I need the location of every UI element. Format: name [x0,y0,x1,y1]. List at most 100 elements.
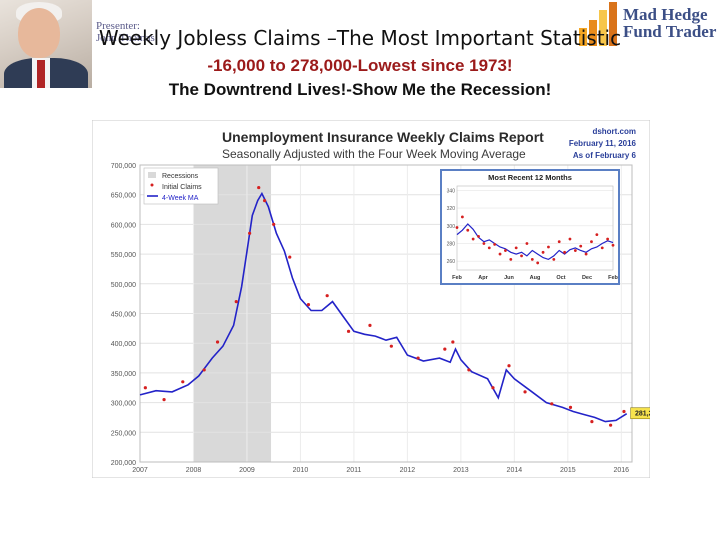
inset-x-tick-label: Oct [556,275,565,281]
inset-claims-point [466,228,470,232]
inset-claims-point [547,245,550,249]
inset-claims-point [590,240,593,244]
x-tick-label: 2016 [614,467,630,474]
legend-box [143,167,219,205]
initial-claims-point [263,199,267,203]
inset-claims-point [584,252,588,256]
initial-claims-point [306,302,311,307]
inset-y-tick-label: 260 [447,259,456,265]
x-tick-label: 2011 [346,467,361,474]
logo-bar [599,10,607,46]
y-tick-label: 600,000 [111,222,136,229]
inset-claims-point [568,237,572,241]
initial-claims-point [550,402,554,406]
initial-claims-point [215,340,220,344]
inset-x-tick-label: Dec [582,275,592,281]
initial-claims-point [451,340,455,344]
inset-chart: Most Recent 12 Months 340 320 300 280 260 Feb A… [440,169,620,285]
presenter-name: John Thomas [96,32,155,44]
inset-claims-point [455,226,459,229]
initial-claims-point [622,409,626,414]
initial-claims-point [202,368,206,372]
y-tick-label: 350,000 [111,371,136,378]
initial-claims-point [181,380,185,384]
initial-claims-point [368,323,372,327]
inset-claims-point [595,233,599,237]
inset-claims-point [600,246,604,250]
legend-label: Initial Claims [162,184,202,191]
initial-claims-point [568,405,573,409]
claims-chart-svg: Unemployment Insurance Weekly Claims Rep… [91,119,665,479]
inset-x-tick-label: Jun [504,275,514,281]
initial-claims-point [162,398,166,402]
inset-claims-point [525,242,529,245]
y-tick-label: 250,000 [111,430,136,437]
x-tick-label: 2008 [186,467,202,474]
slide-subtitle-tagline: The Downtrend Lives!-Show Me the Recessi… [168,80,552,99]
inset-claims-point [552,257,556,261]
inset-claims-point [460,215,464,219]
initial-claims-point [272,222,276,226]
plot-layer: 700,000 650,000 600,000 550,000 500,000 450,0… [111,163,665,474]
presenter-caption: Presenter: [96,20,140,32]
y-tick-label: 550,000 [111,252,136,259]
x-tick-label: 2009 [239,467,255,474]
logo-text: Mad Hedge Fund Trader [623,6,716,40]
legend-swatch-initial-claims [150,183,154,187]
logo-bar [609,2,617,46]
callout-label: 281,250 [635,411,650,418]
x-tick-label: 2013 [453,467,469,474]
inset-claims-point [514,246,518,250]
x-tick-label: 2010 [293,467,309,474]
y-tick-label: 400,000 [111,341,136,348]
inset-x-tick-label: Apr [478,275,488,281]
inset-claims-point [498,252,502,256]
brand-logo: Mad Hedge Fund Trader [577,0,720,48]
y-tick-label: 650,000 [111,193,136,200]
initial-claims-point [143,386,147,390]
legend-swatch-recessions [148,172,156,178]
chart-source: dshort.com [592,127,636,136]
initial-claims-point [609,423,613,427]
inset-claims-point [541,250,545,254]
inset-claims-point [487,246,491,250]
slide-subtitle-headline: -16,000 to 278,000-Lowest since 1973! [207,56,513,75]
presenter-photo [0,0,92,88]
initial-claims-point [248,231,252,235]
inset-claims-point [536,261,540,265]
initial-claims-point [346,329,351,333]
logo-bars-icon [579,2,621,46]
initial-claims-point [523,390,527,394]
inset-y-tick-label: 320 [447,206,456,212]
chart-title: Unemployment Insurance Weekly Claims Rep… [222,129,544,145]
inset-y-tick-label: 300 [447,224,456,230]
inset-claims-point [477,235,480,238]
logo-line-2: Fund Trader [623,22,717,41]
inset-x-tick-label: Feb [608,275,618,281]
inset-x-tick-label: Aug [530,275,541,281]
initial-claims-point [590,420,594,424]
inset-claims-point [573,249,577,252]
chart-subtitle: Seasonally Adjusted with the Four Week M… [222,147,526,161]
initial-claims-point [416,356,420,360]
inset-claims-point [557,240,561,244]
x-tick-label: 2007 [132,467,148,474]
x-tick-label: 2014 [507,467,523,474]
initial-claims-point [491,386,495,390]
y-tick-label: 200,000 [111,460,136,467]
initial-claims-point [389,344,393,348]
chart-date: February 11, 2016 [569,139,637,148]
initial-claims-point [507,364,511,368]
plot-border [139,164,633,463]
inset-claims-point [611,243,615,247]
inset-claims-point [482,242,486,245]
inset-claims-point [504,249,507,252]
logo-bar [589,20,597,46]
inset-claims-point [509,257,513,261]
initial-claims-point [467,368,471,372]
presenter-tie [37,60,45,88]
y-tick-label: 500,000 [111,282,136,289]
claims-chart: Unemployment Insurance Weekly Claims Rep… [91,119,665,479]
inset-ma-line [456,223,614,261]
inset-claims-point [520,254,523,258]
